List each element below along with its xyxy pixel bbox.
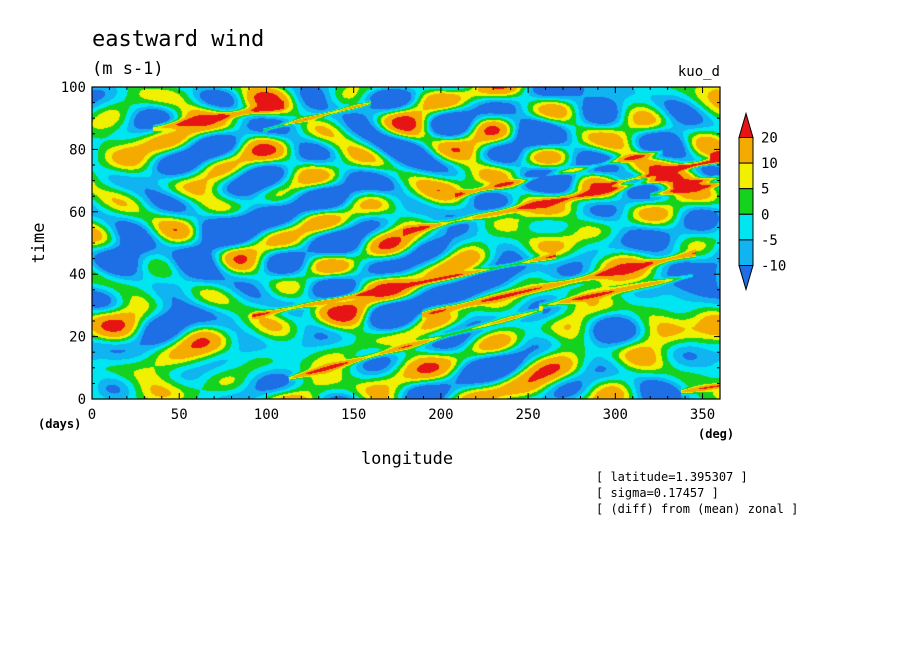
axis-ticks: 0 50 100 150 200 250 300 350 0 20 40 60 80 100 <box>61 80 721 423</box>
y-tick-label: 100 <box>61 80 86 96</box>
colorbar-label: 5 <box>761 182 769 198</box>
colorbar-swatch <box>738 188 754 215</box>
colorbar-extend-top <box>738 111 754 138</box>
colorbar-swatch <box>738 137 754 164</box>
x-tick-label: 150 <box>341 407 366 423</box>
colorbar-label: 0 <box>761 207 769 223</box>
colorbar-label: 20 <box>761 131 778 147</box>
y-tick-label: 80 <box>69 142 86 158</box>
x-tick-label: 100 <box>254 407 279 423</box>
colorbar-swatch <box>738 239 754 266</box>
y-axis-unit: (days) <box>38 417 81 431</box>
dataset-label: kuo_d <box>678 64 720 80</box>
colorbar: -10 -5 0 5 10 20 <box>738 111 786 292</box>
colorbar-label: -5 <box>761 233 778 249</box>
x-tick-label: 0 <box>88 407 96 423</box>
x-tick-label: 350 <box>690 407 715 423</box>
annotation-latitude: [ latitude=1.395307 ] <box>596 470 748 484</box>
heatmap-image <box>92 87 720 399</box>
colorbar-swatch <box>738 213 754 241</box>
y-tick-label: 60 <box>69 205 86 221</box>
x-axis-label: longitude <box>361 449 453 469</box>
y-tick-label: 0 <box>78 392 86 408</box>
y-axis-label: time <box>29 223 49 264</box>
x-tick-label: 50 <box>171 407 188 423</box>
heatmap-field <box>92 87 720 399</box>
y-tick-label: 40 <box>69 267 86 283</box>
x-tick-label: 250 <box>515 407 540 423</box>
colorbar-swatch <box>738 162 754 190</box>
x-axis-unit: (deg) <box>698 427 734 441</box>
chart-title: eastward wind <box>92 27 264 52</box>
colorbar-extend-bottom <box>738 265 754 292</box>
colorbar-label: 10 <box>761 156 778 172</box>
chart-units: (m s-1) <box>92 59 164 79</box>
x-tick-label: 300 <box>603 407 628 423</box>
x-tick-label: 200 <box>428 407 453 423</box>
annotation-sigma: [ sigma=0.17457 ] <box>596 486 719 500</box>
colorbar-label: -10 <box>761 259 786 275</box>
y-tick-label: 20 <box>69 330 86 346</box>
annotation-diff: [ (diff) from (mean) zonal ] <box>596 502 798 516</box>
